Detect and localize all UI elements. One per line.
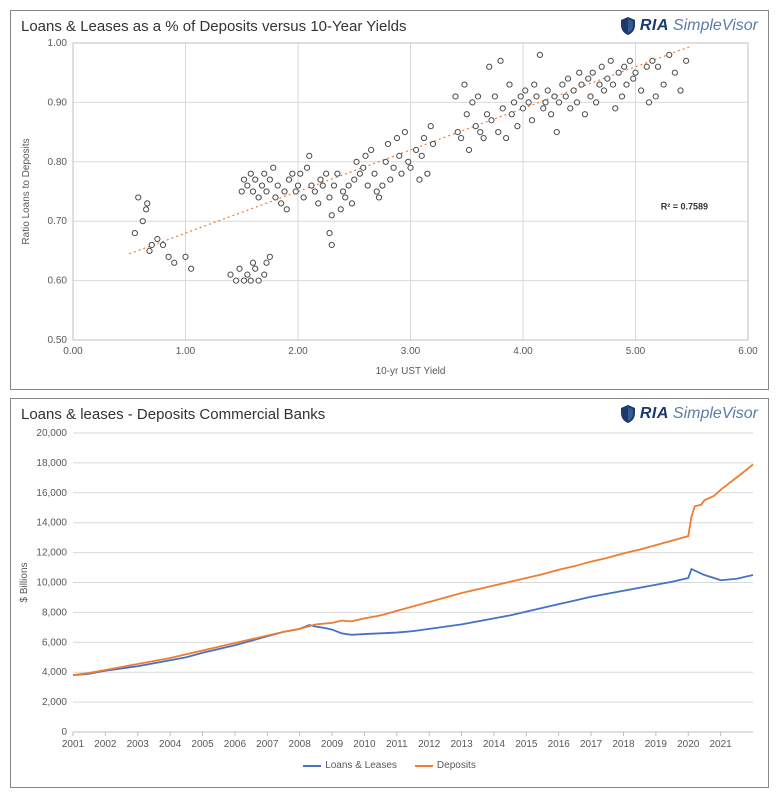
legend-swatch-loans bbox=[303, 765, 321, 767]
svg-text:2004: 2004 bbox=[159, 739, 182, 750]
svg-text:1.00: 1.00 bbox=[48, 38, 68, 49]
svg-text:2017: 2017 bbox=[580, 739, 603, 750]
brand-logo: RIA SimpleVisor bbox=[620, 17, 758, 35]
svg-text:2018: 2018 bbox=[612, 739, 635, 750]
line-panel: Loans & leases - Deposits Commercial Ban… bbox=[10, 398, 769, 788]
legend-label-deposits: Deposits bbox=[437, 760, 476, 771]
brand-logo-2: RIA SimpleVisor bbox=[620, 405, 758, 423]
svg-text:2001: 2001 bbox=[62, 739, 85, 750]
svg-text:0.90: 0.90 bbox=[48, 97, 68, 108]
svg-text:$ Billions: $ Billions bbox=[19, 562, 30, 602]
svg-text:4,000: 4,000 bbox=[42, 667, 67, 678]
svg-text:2019: 2019 bbox=[645, 739, 668, 750]
svg-text:Ratio Loans to Deposits: Ratio Loans to Deposits bbox=[21, 138, 32, 244]
line-legend: Loans & Leases Deposits bbox=[11, 758, 768, 775]
legend-label-loans: Loans & Leases bbox=[325, 760, 397, 771]
scatter-panel: Loans & Leases as a % of Deposits versus… bbox=[10, 10, 769, 390]
svg-text:0: 0 bbox=[61, 727, 67, 738]
legend-item-deposits: Deposits bbox=[415, 760, 476, 771]
svg-text:2016: 2016 bbox=[548, 739, 571, 750]
svg-text:0.60: 0.60 bbox=[48, 276, 68, 287]
scatter-title: Loans & Leases as a % of Deposits versus… bbox=[21, 18, 407, 35]
svg-text:12,000: 12,000 bbox=[36, 548, 67, 559]
svg-text:2007: 2007 bbox=[256, 739, 279, 750]
svg-text:20,000: 20,000 bbox=[36, 428, 67, 439]
svg-text:0.80: 0.80 bbox=[48, 157, 68, 168]
svg-text:2012: 2012 bbox=[418, 739, 441, 750]
svg-text:2005: 2005 bbox=[191, 739, 214, 750]
scatter-header: Loans & Leases as a % of Deposits versus… bbox=[11, 11, 768, 35]
svg-text:5.00: 5.00 bbox=[626, 346, 646, 357]
svg-text:2009: 2009 bbox=[321, 739, 344, 750]
svg-text:4.00: 4.00 bbox=[513, 346, 533, 357]
legend-item-loans: Loans & Leases bbox=[303, 760, 397, 771]
svg-text:2013: 2013 bbox=[450, 739, 473, 750]
svg-text:18,000: 18,000 bbox=[36, 458, 67, 469]
brand-ria-text: RIA bbox=[640, 405, 669, 423]
svg-text:2011: 2011 bbox=[386, 739, 408, 750]
svg-text:R² = 0.7589: R² = 0.7589 bbox=[661, 201, 708, 211]
svg-text:10,000: 10,000 bbox=[36, 578, 67, 589]
brand-sv-text: SimpleVisor bbox=[673, 17, 758, 35]
svg-text:2006: 2006 bbox=[224, 739, 247, 750]
line-title: Loans & leases - Deposits Commercial Ban… bbox=[21, 406, 325, 423]
legend-swatch-deposits bbox=[415, 765, 433, 767]
svg-text:2015: 2015 bbox=[515, 739, 538, 750]
svg-text:2020: 2020 bbox=[677, 739, 700, 750]
svg-text:0.00: 0.00 bbox=[63, 346, 83, 357]
shield-icon bbox=[620, 17, 636, 35]
svg-text:2010: 2010 bbox=[353, 739, 376, 750]
svg-text:2003: 2003 bbox=[127, 739, 150, 750]
shield-icon bbox=[620, 405, 636, 423]
brand-ria-text: RIA bbox=[640, 17, 669, 35]
svg-text:0.50: 0.50 bbox=[48, 335, 68, 346]
svg-text:2,000: 2,000 bbox=[42, 697, 67, 708]
svg-text:2.00: 2.00 bbox=[288, 346, 308, 357]
svg-text:2002: 2002 bbox=[94, 739, 117, 750]
svg-text:6.00: 6.00 bbox=[738, 346, 758, 357]
svg-text:2021: 2021 bbox=[709, 739, 732, 750]
svg-text:14,000: 14,000 bbox=[36, 518, 67, 529]
svg-text:0.70: 0.70 bbox=[48, 216, 68, 227]
svg-text:8,000: 8,000 bbox=[42, 607, 67, 618]
line-plot-area: 0 2,000 4,000 6,000 8,000 10,000 12,000 14,000 1… bbox=[11, 423, 768, 758]
svg-text:3.00: 3.00 bbox=[401, 346, 421, 357]
scatter-plot-area: 0.50 0.60 0.70 0.80 0.90 1.00 0.00 1.00 2.00 3.00… bbox=[11, 35, 768, 380]
svg-text:2008: 2008 bbox=[289, 739, 312, 750]
svg-text:10-yr UST Yield: 10-yr UST Yield bbox=[376, 366, 446, 377]
svg-text:16,000: 16,000 bbox=[36, 488, 67, 499]
line-header: Loans & leases - Deposits Commercial Ban… bbox=[11, 399, 768, 423]
svg-text:1.00: 1.00 bbox=[176, 346, 196, 357]
svg-text:2014: 2014 bbox=[483, 739, 506, 750]
brand-sv-text: SimpleVisor bbox=[673, 405, 758, 423]
svg-text:6,000: 6,000 bbox=[42, 637, 67, 648]
